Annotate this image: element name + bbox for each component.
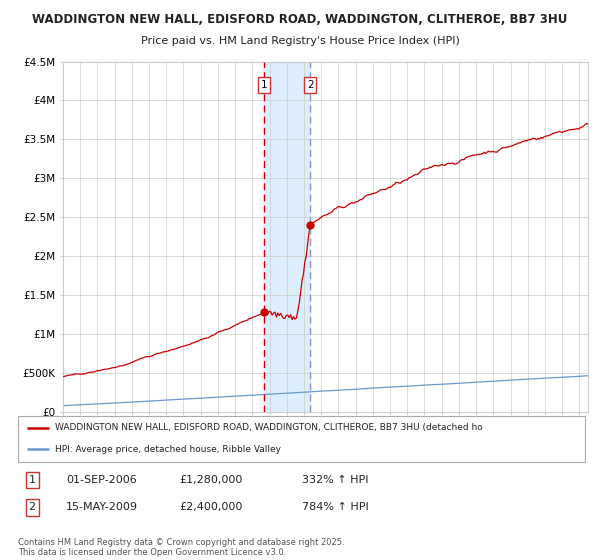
Text: Contains HM Land Registry data © Crown copyright and database right 2025.
This d: Contains HM Land Registry data © Crown c… (18, 538, 344, 557)
Text: 332% ↑ HPI: 332% ↑ HPI (302, 475, 368, 486)
Text: Price paid vs. HM Land Registry's House Price Index (HPI): Price paid vs. HM Land Registry's House … (140, 36, 460, 46)
Text: WADDINGTON NEW HALL, EDISFORD ROAD, WADDINGTON, CLITHEROE, BB7 3HU (detached ho: WADDINGTON NEW HALL, EDISFORD ROAD, WADD… (55, 423, 482, 432)
Text: 01-SEP-2006: 01-SEP-2006 (66, 475, 137, 486)
Text: 15-MAY-2009: 15-MAY-2009 (66, 502, 138, 512)
Text: HPI: Average price, detached house, Ribble Valley: HPI: Average price, detached house, Ribb… (55, 445, 281, 454)
Text: £2,400,000: £2,400,000 (179, 502, 243, 512)
Text: 2: 2 (29, 502, 36, 512)
Bar (264, 62, 310, 412)
Text: 1: 1 (29, 475, 35, 486)
Text: 784% ↑ HPI: 784% ↑ HPI (302, 502, 368, 512)
Text: 2: 2 (307, 80, 314, 90)
Text: 1: 1 (260, 80, 267, 90)
FancyBboxPatch shape (18, 416, 585, 462)
Text: WADDINGTON NEW HALL, EDISFORD ROAD, WADDINGTON, CLITHEROE, BB7 3HU: WADDINGTON NEW HALL, EDISFORD ROAD, WADD… (32, 13, 568, 26)
Text: £1,280,000: £1,280,000 (179, 475, 243, 486)
